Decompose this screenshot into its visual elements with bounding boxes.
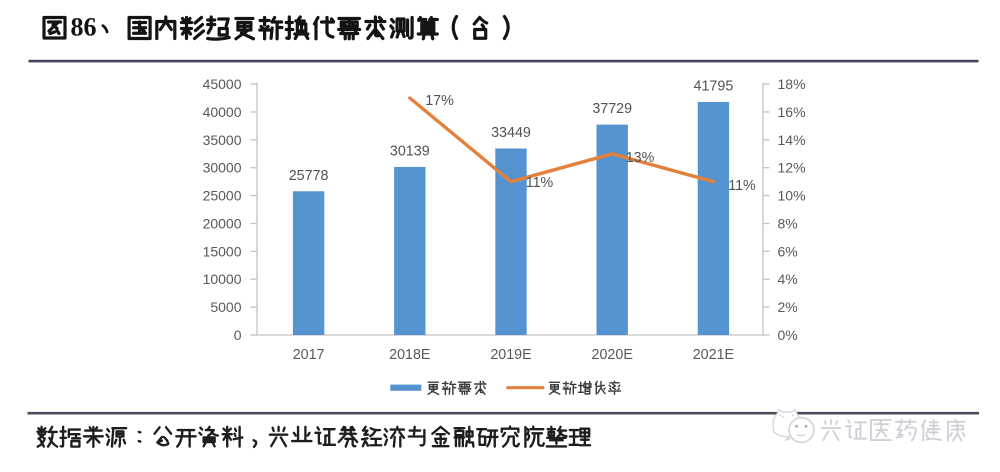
svg-text:13%: 13% [626,150,655,166]
svg-text:30000: 30000 [203,160,242,176]
svg-text:35000: 35000 [203,132,242,148]
svg-text:2020E: 2020E [592,347,633,363]
svg-text:14%: 14% [778,132,806,148]
svg-text:30139: 30139 [390,143,430,159]
svg-text:16%: 16% [778,104,806,120]
svg-text:2017: 2017 [293,347,325,363]
svg-text:4%: 4% [778,271,798,287]
svg-text:33449: 33449 [491,125,531,141]
svg-text:8%: 8% [778,216,798,232]
svg-text:2019E: 2019E [490,347,531,363]
svg-text:86: 86 [71,13,97,42]
svg-text:17%: 17% [425,93,454,109]
svg-text:18%: 18% [778,76,806,92]
svg-text:5000: 5000 [210,299,241,315]
svg-text:10%: 10% [778,188,806,204]
svg-text:2018E: 2018E [389,347,430,363]
svg-text:37729: 37729 [592,101,632,117]
svg-text:2%: 2% [778,299,798,315]
svg-text:15000: 15000 [203,243,242,259]
svg-text:45000: 45000 [203,76,242,92]
svg-text:11%: 11% [728,178,756,194]
svg-text:10000: 10000 [203,271,242,287]
svg-text:25000: 25000 [203,188,242,204]
svg-text:12%: 12% [778,160,806,176]
svg-text:2021E: 2021E [693,347,734,363]
svg-text:20000: 20000 [203,216,242,232]
svg-text:6%: 6% [778,243,798,259]
svg-text:11%: 11% [526,175,554,191]
svg-text:0%: 0% [778,327,798,343]
svg-text:41795: 41795 [694,79,734,95]
svg-text:0: 0 [234,327,242,343]
svg-text:25778: 25778 [289,168,329,184]
svg-text:40000: 40000 [203,104,242,120]
